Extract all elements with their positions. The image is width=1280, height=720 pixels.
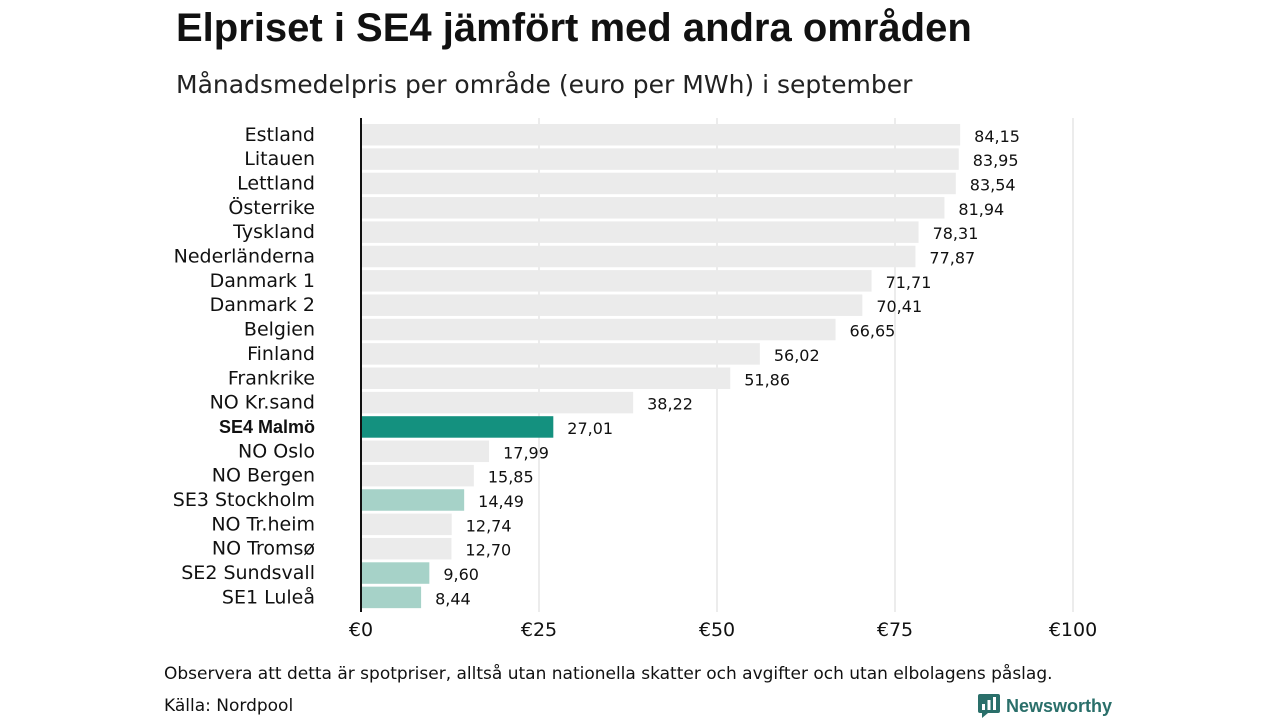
value-label: 15,85 [488,468,534,487]
value-label: 56,02 [774,346,820,365]
bar-chart: Estland 84,15 Litauen 83,95 Lettland 83,54 Öst… [173,118,1097,641]
bar [361,513,452,536]
value-label: 84,15 [974,127,1020,146]
value-label: 17,99 [503,443,549,462]
category-label: Danmark 2 [210,294,315,316]
category-label: Danmark 1 [210,270,315,292]
value-label: 9,60 [443,565,479,584]
category-label: NO Bergen [212,465,315,487]
bar [361,294,863,316]
category-label: Estland [245,124,315,146]
category-label: SE1 Luleå [222,585,315,608]
value-label: 81,94 [958,200,1004,219]
category-label: NO Tr.heim [211,513,315,535]
value-label: 38,22 [647,395,693,414]
bar [361,416,554,438]
value-label: 12,74 [466,516,512,535]
newsworthy-logo-icon [978,694,1000,718]
category-label: SE4 Malmö [219,417,315,437]
x-tick-label: €25 [521,619,557,641]
x-tick-label: €0 [349,619,373,641]
value-label: 70,41 [876,297,922,316]
value-label: 83,95 [973,151,1019,170]
bar [361,221,919,243]
value-label: 8,44 [435,589,471,608]
value-label: 78,31 [933,224,979,243]
category-label: NO Oslo [238,440,315,462]
brand-logo: Newsworthy [978,694,1112,718]
value-label: 27,01 [567,419,613,438]
bar [361,440,490,463]
bar [361,172,956,195]
category-label: SE3 Stockholm [173,489,315,511]
x-tick-label: €100 [1049,619,1097,641]
bar [361,537,452,560]
category-label: Nederländerna [174,246,315,268]
chart-title: Elpriset i SE4 jämfört med andra områden [176,6,972,50]
bar [361,197,945,219]
chart-subtitle: Månadsmedelpris per område (euro per MWh… [176,70,913,99]
category-label: Lettland [237,172,315,194]
value-label: 77,87 [929,249,975,268]
category-label: NO Tromsø [212,538,315,560]
bar [361,391,634,414]
bar [361,270,872,292]
bar [361,343,760,365]
category-label: Tyskland [232,221,315,243]
bar [361,124,961,146]
category-label: Österrike [228,196,315,219]
footnote: Observera att detta är spotpriser, allts… [164,664,1053,684]
brand-name: Newsworthy [1006,695,1113,716]
value-label: 51,86 [744,370,790,389]
category-label: NO Kr.sand [210,392,315,414]
value-label: 66,65 [850,322,896,341]
x-tick-label: €50 [699,619,735,641]
bar [361,148,959,170]
bar [361,489,465,511]
bar [361,464,474,487]
bar [361,367,731,389]
category-label: Litauen [244,148,315,170]
value-label: 83,54 [970,175,1016,194]
bar [361,318,836,341]
value-label: 71,71 [886,273,932,292]
bar [361,562,430,584]
x-tick-label: €75 [877,619,913,641]
category-label: SE2 Sundsvall [181,562,315,584]
value-label: 14,49 [478,492,524,511]
category-label: Belgien [244,319,315,341]
bar [361,586,422,609]
value-label: 12,70 [465,541,511,560]
source-note: Källa: Nordpool [164,696,294,716]
category-label: Finland [247,343,315,365]
category-label: Frankrike [228,367,315,389]
bar [361,245,916,268]
